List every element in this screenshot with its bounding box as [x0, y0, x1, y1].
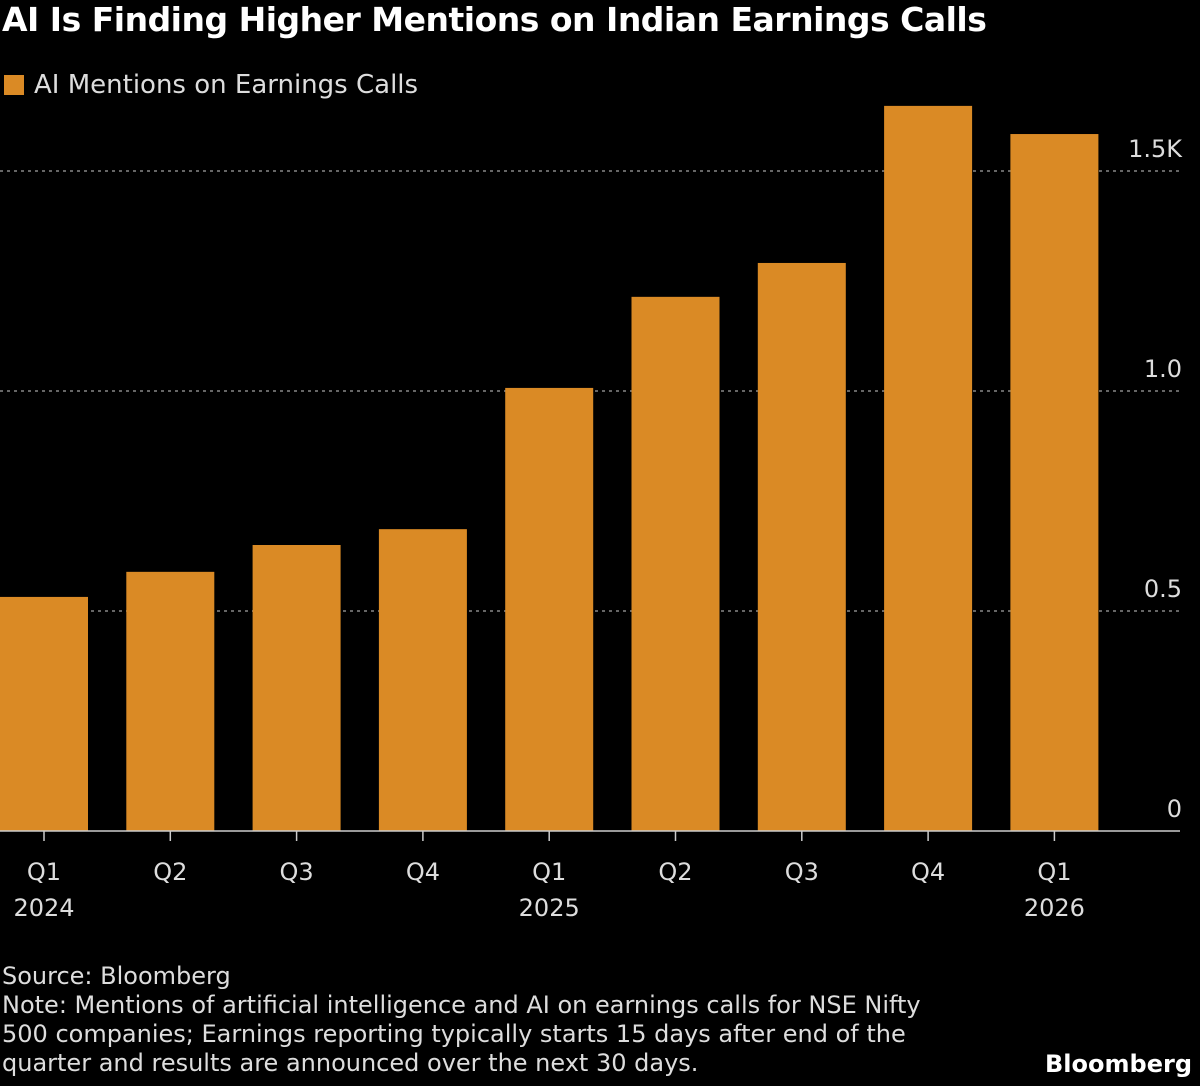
- y-tick-label: 0: [1167, 795, 1182, 823]
- chart-title: AI Is Finding Higher Mentions on Indian …: [2, 0, 987, 39]
- x-tick-label: 2025: [519, 894, 580, 922]
- y-tick-label: 0.5: [1144, 575, 1182, 603]
- x-tick-label: Q2: [153, 858, 187, 886]
- x-tick-label: Q3: [785, 858, 819, 886]
- x-tick-label: Q1: [27, 858, 61, 886]
- bar: [126, 571, 215, 831]
- x-tick-label: Q4: [406, 858, 440, 886]
- bar: [505, 387, 594, 831]
- bar: [0, 596, 88, 831]
- bar: [252, 545, 341, 831]
- y-tick-label: 1.0: [1144, 355, 1182, 383]
- x-tick-label: 2024: [13, 894, 74, 922]
- footer: Source: Bloomberg Note: Mentions of arti…: [2, 962, 962, 1078]
- bar: [757, 262, 846, 832]
- bloomberg-logo: Bloomberg: [1045, 1050, 1192, 1078]
- legend-swatch: [4, 75, 24, 95]
- legend-label: AI Mentions on Earnings Calls: [34, 70, 419, 100]
- bar: [884, 105, 973, 831]
- legend: AI Mentions on Earnings Calls: [4, 70, 418, 100]
- x-tick-label: Q4: [911, 858, 945, 886]
- bar: [631, 296, 720, 832]
- bar: [378, 529, 467, 831]
- note-text: Note: Mentions of artificial intelligenc…: [2, 991, 921, 1077]
- source-text: Source: Bloomberg: [2, 962, 231, 990]
- x-tick-label: 2026: [1024, 894, 1085, 922]
- x-tick-label: Q1: [532, 858, 566, 886]
- bar-chart: 0 0.5 1.0 1.5K Q1 2024 Q2 Q3 Q4 Q1 2025 Q2 Q3 Q4 Q1 202…: [0, 105, 1183, 922]
- x-tick-label: Q3: [280, 858, 314, 886]
- y-tick-label: 1.5K: [1128, 135, 1183, 163]
- bar: [1010, 134, 1099, 832]
- x-tick-label: Q2: [658, 858, 692, 886]
- x-tick-label: Q1: [1037, 858, 1071, 886]
